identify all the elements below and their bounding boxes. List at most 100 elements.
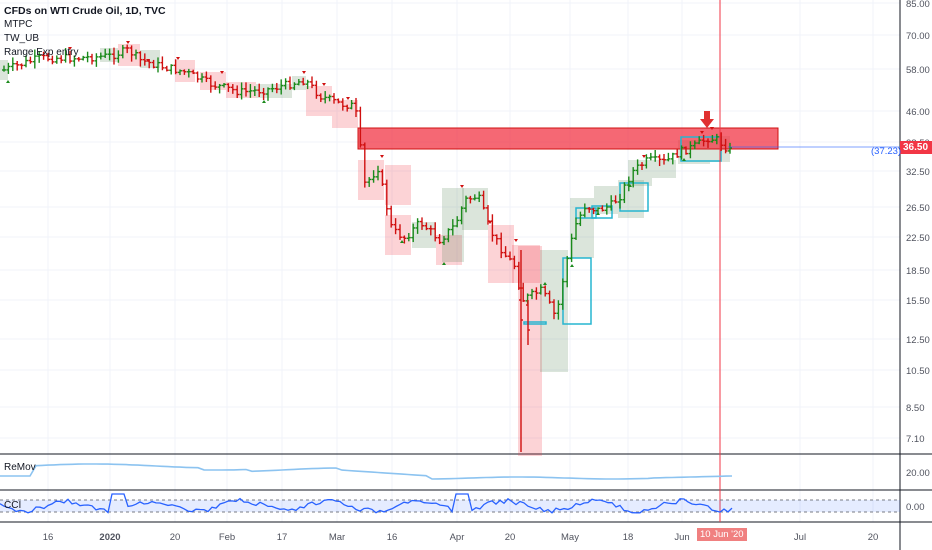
study-mtpc[interactable]: MTPC: [4, 19, 33, 30]
sell-marker: [220, 71, 224, 74]
price-bar: [728, 142, 732, 154]
price-bar: [112, 47, 116, 65]
price-bar: [552, 299, 556, 320]
price-bar: [279, 79, 284, 95]
sell-marker: [642, 155, 646, 158]
price-bar: [173, 59, 178, 75]
time-tick-label: 20: [868, 532, 879, 543]
price-bar: [670, 152, 675, 165]
price-bar: [508, 251, 512, 261]
price-bar: [248, 84, 253, 98]
price-bar: [587, 207, 592, 213]
range-box: [385, 215, 411, 255]
price-bar: [81, 55, 86, 61]
range-box: [256, 84, 292, 98]
price-bar: [200, 73, 204, 83]
price-bar: [186, 68, 191, 78]
price-bar: [314, 80, 319, 99]
sell-marker: [514, 239, 518, 242]
price-bar: [591, 207, 596, 215]
price-bar: [503, 246, 508, 258]
price-bar: [675, 148, 680, 158]
price-bar: [305, 79, 310, 90]
price-bar: [336, 98, 341, 104]
cci-line: [0, 493, 733, 514]
price-bar: [226, 83, 231, 92]
price-bar: [723, 138, 728, 154]
price-bar: [635, 159, 640, 175]
price-bar: [402, 235, 407, 244]
price-bar: [526, 300, 530, 345]
sell-marker: [346, 97, 350, 100]
cci-pane-label[interactable]: CCI: [4, 500, 22, 511]
price-bar: [94, 53, 99, 67]
price-bar: [530, 288, 534, 300]
sell-marker: [460, 185, 464, 188]
price-bar: [116, 50, 121, 63]
price-bar: [41, 51, 46, 60]
price-bar: [692, 140, 697, 150]
price-tick-label: 70.00: [906, 31, 930, 42]
price-bar: [710, 134, 715, 143]
time-tick-label: 16: [387, 532, 398, 543]
range-boxes: [0, 44, 730, 456]
price-bar: [19, 63, 24, 70]
buy-marker: [442, 262, 446, 265]
symbol-title[interactable]: CFDs on WTI Crude Oil, 1D, TVC: [4, 5, 166, 17]
price-bar: [376, 165, 380, 181]
range-box: [652, 160, 676, 178]
time-tick-label: May: [561, 532, 579, 543]
price-bar: [90, 53, 94, 65]
price-bar: [208, 75, 213, 93]
price-bar: [76, 57, 81, 62]
study-tw-ub[interactable]: TW_UB: [4, 33, 39, 44]
price-bar: [191, 69, 196, 75]
price-bar: [230, 84, 235, 94]
price-bar: [609, 195, 614, 211]
price-bar: [648, 152, 653, 161]
remov-line: [0, 463, 733, 480]
price-bar: [450, 219, 455, 236]
buy-marker: [400, 240, 404, 243]
sell-marker: [176, 57, 180, 60]
remov-pane-label[interactable]: ReMov: [4, 462, 36, 473]
price-bar: [477, 191, 482, 203]
price-bar: [85, 51, 90, 63]
price-bar: [499, 232, 504, 259]
price-bar: [37, 51, 42, 63]
time-tick-label: 17: [277, 532, 288, 543]
price-bar: [138, 51, 143, 67]
price-bar: [213, 81, 218, 90]
price-bar: [349, 99, 354, 110]
price-bar: [310, 76, 314, 89]
price-bar: [252, 86, 257, 97]
price-bar: [345, 104, 350, 112]
price-tick-label: 7.10: [906, 434, 925, 445]
study-range-exp[interactable]: Range Exp entry: [4, 47, 79, 58]
price-bar: [393, 218, 398, 235]
price-bar: [574, 217, 578, 240]
signal-markers: [6, 41, 714, 285]
time-tick-label: 2020: [99, 532, 120, 543]
price-bar: [389, 205, 394, 228]
price-bar: [662, 154, 666, 165]
time-tick-label: Jun: [674, 532, 689, 543]
resistance-zone[interactable]: [357, 127, 779, 150]
time-tick-label: 18: [623, 532, 634, 543]
price-bar: [28, 56, 33, 64]
price-bar: [618, 193, 622, 209]
remov-axis-label: 20.00: [906, 468, 930, 479]
time-axis[interactable]: 16 2020 20 Feb 17 Mar 16 Apr 20 May 18 Jun Jul 20: [43, 532, 879, 543]
down-arrow-icon: [700, 111, 714, 128]
price-bar: [622, 182, 627, 204]
price-bar: [46, 52, 50, 62]
price-bar: [156, 57, 160, 73]
price-bar: [318, 93, 323, 103]
price-tick-label: 85.00: [906, 0, 930, 10]
price-bar: [367, 177, 372, 187]
price-bar: [129, 45, 134, 62]
breakout-box: [523, 321, 547, 325]
